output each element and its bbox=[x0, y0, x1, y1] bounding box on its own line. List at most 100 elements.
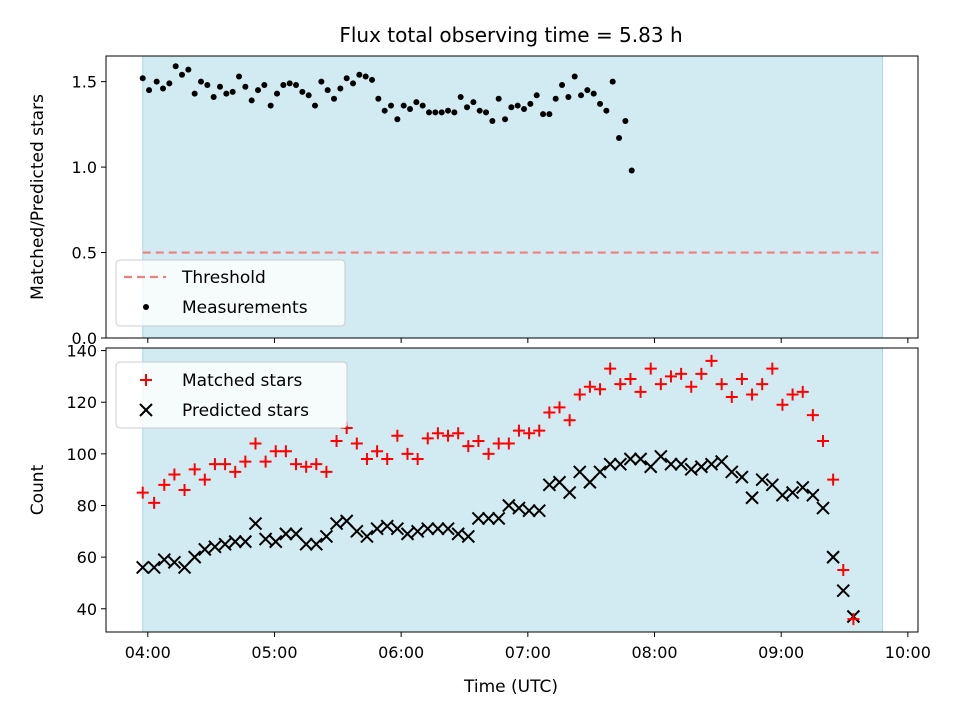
matched-star-point bbox=[776, 398, 789, 411]
measurement-point bbox=[590, 90, 597, 97]
measurement-point bbox=[546, 111, 553, 118]
measurement-point bbox=[172, 63, 179, 70]
predicted-star-point bbox=[238, 534, 253, 549]
matched-star-point bbox=[523, 427, 536, 440]
predicted-star-point bbox=[664, 457, 678, 471]
plot-frame-count bbox=[105, 347, 919, 633]
measurement-point bbox=[388, 102, 395, 109]
measurement-point bbox=[445, 107, 452, 114]
measurement-point bbox=[464, 104, 471, 111]
predicted-star-point bbox=[623, 452, 638, 466]
matched-star-point bbox=[533, 424, 546, 437]
predicted-star-point bbox=[360, 529, 374, 544]
predicted-star-point bbox=[258, 532, 273, 546]
plot-frame-ratio bbox=[105, 55, 919, 339]
measurement-point bbox=[324, 87, 331, 94]
predicted-star-point bbox=[431, 522, 445, 536]
predicted-star-point bbox=[380, 519, 394, 533]
matched-star-point bbox=[198, 473, 211, 486]
measurement-point bbox=[609, 78, 616, 85]
measurement-point bbox=[179, 71, 186, 78]
measurement-point bbox=[502, 116, 509, 123]
predicted-star-point bbox=[136, 560, 150, 575]
matched-star-point bbox=[654, 378, 667, 391]
panel-ratio: 0.0 0.5 1.0 1.5 Matched/Predicted stars Thr… bbox=[28, 55, 919, 348]
measurement-point bbox=[394, 116, 401, 123]
x-axis-label: Time (UTC) bbox=[463, 677, 558, 697]
matched-star-point bbox=[563, 414, 576, 427]
measurement-point bbox=[400, 102, 407, 109]
matched-star-point bbox=[239, 455, 252, 468]
measurement-point bbox=[540, 111, 547, 118]
predicted-star-point bbox=[502, 498, 516, 513]
matched-star-point bbox=[816, 434, 829, 447]
matched-star-point bbox=[512, 424, 525, 437]
predicted-star-point bbox=[350, 524, 364, 539]
predicted-star-point bbox=[755, 472, 769, 487]
matched-star-point bbox=[249, 437, 262, 450]
predicted-star-point bbox=[562, 485, 577, 500]
measurement-point bbox=[616, 135, 623, 142]
predicted-star-point bbox=[674, 457, 688, 471]
measurement-point bbox=[331, 95, 338, 102]
y-tick-label: 60 bbox=[77, 548, 97, 567]
measurement-point bbox=[267, 102, 274, 109]
measurement-point bbox=[318, 78, 325, 85]
matched-star-point bbox=[492, 437, 505, 450]
measurement-point bbox=[578, 92, 585, 99]
measurement-point bbox=[350, 80, 357, 87]
matched-star-point bbox=[168, 468, 181, 481]
measurement-point bbox=[495, 95, 502, 102]
predicted-star-point bbox=[289, 527, 303, 541]
matched-star-point bbox=[806, 409, 819, 422]
predicted-star-point bbox=[269, 534, 283, 549]
matched-star-point bbox=[371, 445, 384, 458]
y-tick-label: 0.0 bbox=[72, 329, 97, 348]
matched-star-point bbox=[837, 564, 850, 577]
predicted-star-point bbox=[279, 527, 293, 541]
matched-star-point bbox=[421, 432, 434, 445]
predicted-star-point bbox=[765, 478, 780, 492]
predicted-star-point bbox=[147, 560, 161, 575]
predicted-star-point bbox=[583, 475, 597, 489]
panel-count: 40 60 80 100 120 140 04:00 05:00 06:00 07:00 08:0… bbox=[28, 342, 931, 662]
y-tick-label: 1.5 bbox=[72, 73, 97, 92]
matched-star-point bbox=[695, 367, 708, 380]
measurement-point bbox=[293, 82, 300, 89]
predicted-star-point bbox=[512, 501, 526, 515]
predicted-star-point bbox=[309, 537, 323, 551]
predicted-star-point bbox=[218, 537, 232, 551]
matched-star-point bbox=[229, 465, 242, 478]
matched-star-point bbox=[259, 455, 272, 468]
measurement-point bbox=[198, 78, 205, 85]
measurement-point bbox=[375, 95, 382, 102]
matched-star-point bbox=[827, 473, 840, 486]
matched-star-point bbox=[604, 362, 617, 375]
measurement-point bbox=[369, 76, 376, 83]
predicted-star-point bbox=[826, 550, 840, 564]
predicted-star-point bbox=[603, 457, 617, 471]
measurement-point bbox=[457, 94, 464, 101]
measurement-point bbox=[337, 85, 344, 92]
matched-star-point bbox=[178, 484, 191, 496]
measurement-point bbox=[286, 80, 293, 87]
measurement-point bbox=[261, 82, 268, 89]
matched-star-point bbox=[573, 388, 586, 401]
predicted-star-point bbox=[471, 511, 486, 526]
measurement-point bbox=[552, 95, 559, 102]
x-tick-label: 08:00 bbox=[631, 643, 677, 662]
y-axis-ratio: 0.0 0.5 1.0 1.5 bbox=[72, 73, 106, 348]
measurement-point bbox=[628, 167, 635, 174]
matched-star-point bbox=[675, 367, 688, 380]
measurement-point bbox=[584, 87, 591, 94]
x-ticks-ratio bbox=[147, 338, 909, 343]
predicted-star-point bbox=[228, 534, 242, 549]
legend-box-ratio bbox=[115, 259, 346, 327]
predicted-star-point bbox=[796, 480, 810, 495]
measurement-point bbox=[236, 73, 243, 80]
matched-star-point bbox=[290, 458, 303, 471]
measurement-point bbox=[299, 88, 306, 95]
measurement-point bbox=[223, 90, 230, 97]
predicted-star-point bbox=[491, 511, 506, 526]
measurement-point bbox=[280, 82, 287, 89]
